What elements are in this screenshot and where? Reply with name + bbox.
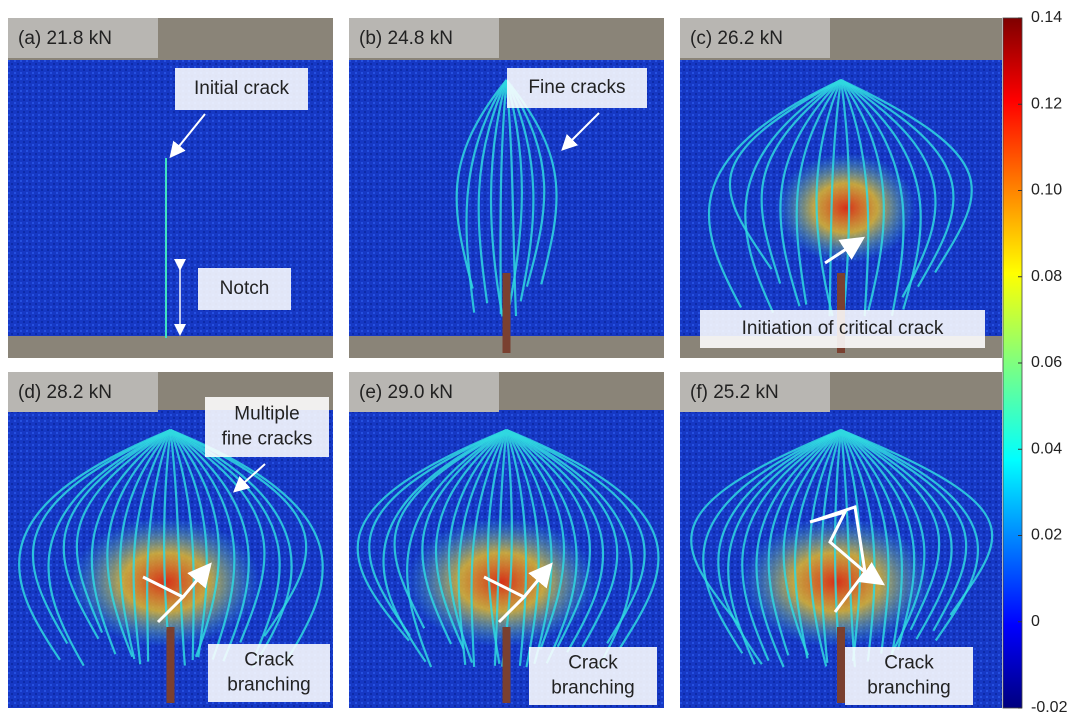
colorbar-tick-label: 0.08 <box>1031 268 1062 285</box>
panel-label: (a) 21.8 kN <box>18 28 112 49</box>
annotation-text: Notch <box>220 278 270 299</box>
annotation-text: Crack <box>244 650 294 671</box>
panel-label: (b) 24.8 kN <box>359 28 453 49</box>
panel: (a) 21.8 kN Initial crack Notch <box>8 18 333 358</box>
panel: (c) 26.2 kN Initiation of critical crack <box>680 18 1002 358</box>
notch <box>167 627 175 703</box>
colorbar-tick-label: 0 <box>1031 613 1040 630</box>
annotation-text: Fine cracks <box>528 77 625 98</box>
panel-label: (e) 29.0 kN <box>359 382 453 403</box>
panel-label: (f) 25.2 kN <box>690 382 779 403</box>
annotation-text: fine cracks <box>222 429 313 450</box>
colorbar-tick-label: 0.02 <box>1031 527 1062 544</box>
annotation-text: branching <box>867 678 950 699</box>
annotation-text: Crack <box>884 653 934 674</box>
annotation-text: Multiple <box>234 404 299 425</box>
annotation-text: Crack <box>568 653 618 674</box>
panel: (d) 28.2 kN Multiple fine cracks Crack branc… <box>8 372 333 708</box>
annotation-text: Initiation of critical crack <box>742 318 944 339</box>
figure: (a) 21.8 kN Initial crack Notch (b) 24.8 kN… <box>0 0 1087 720</box>
notch <box>837 627 845 703</box>
colorbar-tick-label: 0.14 <box>1031 9 1062 26</box>
colorbar-tick-label: -0.02 <box>1031 699 1068 716</box>
panel: (b) 24.8 kN Fine cracks <box>349 18 664 358</box>
annotation-text: branching <box>227 675 310 696</box>
notch <box>503 273 511 353</box>
colorbar-tick-label: 0.12 <box>1031 95 1062 112</box>
colorbar-tick-label: 0.06 <box>1031 354 1062 371</box>
panels: (a) 21.8 kN Initial crack Notch (b) 24.8 kN… <box>8 18 1002 708</box>
annotation-text: branching <box>551 678 634 699</box>
panel: (e) 29.0 kN Crack branching <box>349 372 664 708</box>
panel-label: (c) 26.2 kN <box>690 28 783 49</box>
panel: (f) 25.2 kN Crack branching <box>680 372 1002 708</box>
colorbar-tick-label: 0.04 <box>1031 440 1062 457</box>
panel-label: (d) 28.2 kN <box>18 382 112 403</box>
annotation-text: Initial crack <box>194 78 290 99</box>
notch <box>503 627 511 703</box>
colorbar-tick-label: 0.10 <box>1031 182 1062 199</box>
